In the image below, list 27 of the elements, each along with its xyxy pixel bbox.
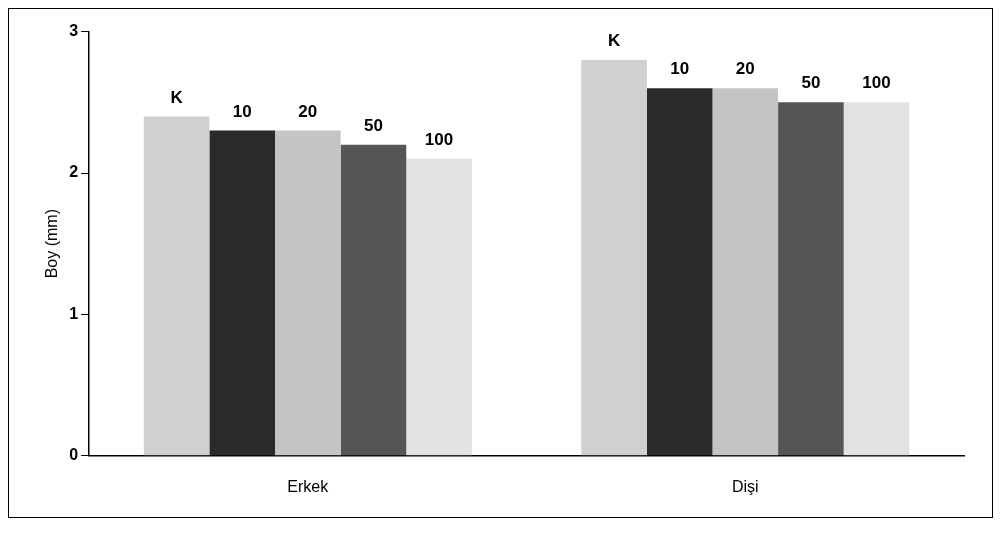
bar <box>209 130 276 456</box>
bar <box>778 102 844 456</box>
series-label: 50 <box>363 115 383 135</box>
x-tick-label: Dişi <box>731 477 759 495</box>
text: 50 <box>801 73 821 93</box>
y-axis-title: Boy (mm) <box>43 209 61 279</box>
y-tick-label: 2 <box>69 163 79 181</box>
text: 100 <box>862 73 891 93</box>
text: 10 <box>232 101 252 121</box>
x-tick-label: Erkek <box>287 477 330 495</box>
bar <box>646 88 713 456</box>
series-label: 10 <box>670 59 690 79</box>
bar <box>581 59 647 456</box>
text: 20 <box>298 101 318 121</box>
y-tick-label: 1 <box>69 304 79 322</box>
text: K <box>607 31 621 51</box>
bar <box>340 144 407 456</box>
bar <box>712 88 779 456</box>
y-tick-label: 3 <box>69 22 79 40</box>
bar <box>143 116 210 456</box>
bar <box>406 158 472 456</box>
series-label: K <box>170 87 184 107</box>
series-label: 100 <box>424 130 454 150</box>
y-tick-label: 0 <box>69 446 79 464</box>
bar <box>275 130 341 456</box>
series-label: 20 <box>735 59 755 79</box>
bar <box>843 102 910 456</box>
